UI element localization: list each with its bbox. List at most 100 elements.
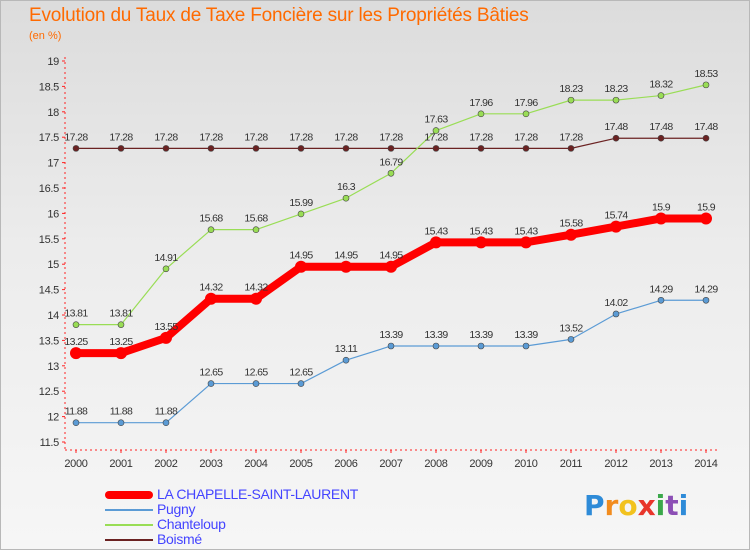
data-label: 14.95 — [289, 250, 313, 262]
data-point — [702, 134, 710, 142]
legend-swatch — [105, 539, 153, 541]
data-point — [387, 342, 395, 350]
data-label: 12.65 — [244, 367, 268, 379]
x-tick-label: 2005 — [289, 458, 312, 470]
data-point — [567, 336, 575, 343]
data-label: 15.68 — [199, 213, 223, 225]
data-point — [340, 260, 352, 273]
data-point — [160, 331, 172, 344]
data-point — [387, 169, 395, 177]
data-point — [162, 419, 170, 426]
data-label: 13.39 — [469, 329, 493, 341]
data-point — [567, 145, 575, 152]
data-label: 17.28 — [514, 131, 538, 143]
data-point — [655, 212, 667, 225]
data-label: 15.68 — [244, 213, 268, 225]
data-label: 17.28 — [289, 131, 313, 143]
data-label: 12.65 — [199, 367, 223, 379]
data-label: 17.28 — [469, 131, 493, 143]
data-point — [702, 81, 710, 89]
data-label: 17.28 — [334, 131, 358, 143]
data-point — [252, 226, 260, 233]
data-point — [70, 347, 82, 360]
data-point — [342, 145, 350, 152]
y-tick-label: 15 — [47, 259, 59, 271]
x-tick-label: 2007 — [379, 458, 402, 470]
data-label: 13.25 — [64, 336, 88, 348]
series-line-1 — [75, 299, 707, 424]
data-point — [612, 134, 620, 142]
data-label: 17.28 — [64, 131, 88, 143]
x-tick-label: 2002 — [154, 458, 177, 470]
logo-letter: o — [618, 489, 638, 522]
data-point — [162, 145, 170, 152]
data-point — [342, 194, 350, 202]
data-label: 17.96 — [514, 97, 538, 109]
data-label: 13.39 — [379, 329, 403, 341]
data-point — [522, 342, 530, 350]
data-point — [477, 110, 485, 118]
y-tick-label: 17.5 — [39, 132, 59, 144]
data-point — [297, 210, 305, 218]
data-point — [117, 145, 125, 152]
data-label: 15.58 — [559, 218, 583, 230]
data-point — [522, 145, 530, 152]
legend-swatch — [105, 524, 153, 526]
data-label: 16.79 — [379, 156, 403, 168]
data-point — [657, 92, 665, 99]
data-point — [702, 296, 710, 304]
legend-swatch — [105, 491, 153, 499]
proxiti-logo: Proxiti — [584, 489, 688, 522]
data-label: 15.9 — [652, 201, 671, 213]
data-label: 13.25 — [109, 336, 133, 348]
data-point — [207, 145, 215, 152]
y-tick-label: 14 — [47, 310, 59, 322]
x-tick-label: 2012 — [604, 458, 627, 470]
logo-letter: x — [637, 489, 656, 522]
data-point — [252, 145, 260, 152]
data-point — [385, 260, 397, 273]
data-point — [72, 419, 80, 426]
data-label: 13.52 — [559, 322, 583, 334]
legend-label: Chanteloup — [157, 516, 226, 532]
data-point — [117, 321, 125, 328]
legend-swatch — [105, 509, 153, 511]
series-points — [70, 81, 712, 426]
x-tick-label: 2001 — [109, 458, 132, 470]
data-label: 14.02 — [604, 297, 628, 309]
y-tick-label: 18.5 — [39, 81, 59, 93]
data-label: 14.29 — [649, 283, 673, 295]
data-label: 12.65 — [289, 367, 313, 379]
data-label: 15.43 — [514, 225, 538, 237]
logo-letter: i — [678, 489, 689, 522]
data-point — [612, 310, 620, 318]
data-point — [162, 265, 170, 273]
data-label: 13.39 — [424, 329, 448, 341]
data-point — [297, 380, 305, 387]
data-point — [430, 236, 442, 249]
y-tick-label: 15.5 — [39, 234, 59, 246]
data-label: 13.11 — [335, 343, 358, 355]
data-point — [295, 260, 307, 273]
data-point — [297, 145, 305, 152]
chart-title: Evolution du Taux de Taxe Foncière sur l… — [29, 5, 529, 26]
y-tick-label: 16 — [47, 208, 59, 220]
data-point — [475, 236, 487, 249]
data-label: 18.23 — [604, 83, 628, 95]
data-point — [432, 342, 440, 350]
data-label: 15.43 — [424, 225, 448, 237]
data-label: 11.88 — [110, 406, 133, 418]
logo-letter: r — [604, 489, 619, 522]
data-point — [252, 380, 260, 387]
data-label: 15.74 — [604, 210, 628, 222]
y-tick-label: 12.5 — [39, 386, 59, 398]
data-point — [72, 145, 80, 152]
data-label: 17.28 — [109, 131, 133, 143]
data-label: 14.91 — [154, 252, 178, 264]
data-label: 17.28 — [244, 131, 268, 143]
x-tick-label: 2011 — [560, 458, 583, 470]
data-point — [520, 236, 532, 249]
data-label: 14.32 — [199, 282, 223, 294]
